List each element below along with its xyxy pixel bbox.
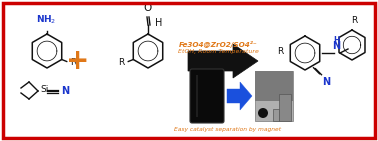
Text: R: R xyxy=(277,47,283,56)
Circle shape xyxy=(258,108,268,118)
Text: R: R xyxy=(70,58,76,67)
Text: +: + xyxy=(66,47,90,75)
Text: Easy catalyst separation by magnet: Easy catalyst separation by magnet xyxy=(174,126,282,132)
Polygon shape xyxy=(188,44,258,78)
Text: Fe3O4@ZrO2/SO4²⁻: Fe3O4@ZrO2/SO4²⁻ xyxy=(179,40,257,48)
Text: Si: Si xyxy=(40,85,48,94)
Bar xyxy=(255,71,293,101)
Text: N: N xyxy=(332,41,340,51)
Text: N: N xyxy=(322,77,331,87)
Text: H: H xyxy=(155,18,163,28)
Text: H: H xyxy=(333,36,339,45)
Polygon shape xyxy=(227,82,252,110)
Text: R: R xyxy=(118,58,124,67)
Text: N: N xyxy=(61,86,69,96)
Bar xyxy=(279,93,291,121)
FancyBboxPatch shape xyxy=(190,69,224,123)
Bar xyxy=(273,109,279,121)
Bar xyxy=(255,71,293,121)
Text: NH$_2$: NH$_2$ xyxy=(36,14,56,26)
Text: R: R xyxy=(351,16,357,25)
Text: EtOH, Room Temperature: EtOH, Room Temperature xyxy=(178,49,259,55)
Text: O: O xyxy=(144,3,152,13)
